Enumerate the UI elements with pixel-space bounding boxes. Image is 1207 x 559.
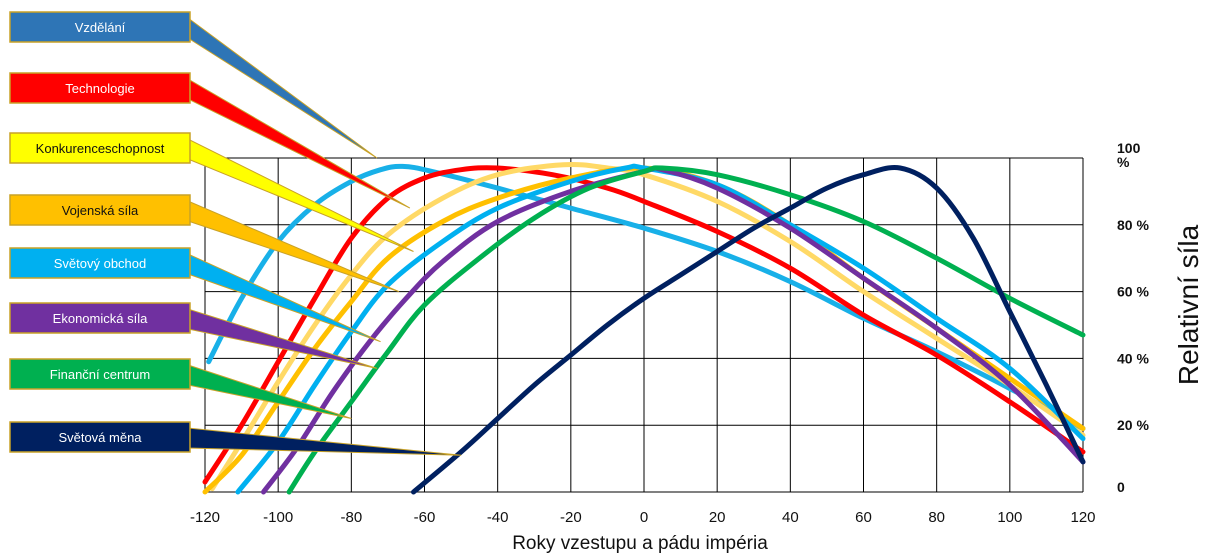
legend-label-1: Vzdělání xyxy=(75,20,126,35)
legend-callout-2 xyxy=(187,78,411,209)
legend-label-5: Světový obchod xyxy=(54,256,147,271)
series-line-2 xyxy=(202,165,1086,485)
x-tick-label: -120 xyxy=(190,509,220,526)
legend-box-3 xyxy=(9,132,191,164)
x-tick-label: -20 xyxy=(560,509,582,526)
legend-box-7 xyxy=(9,358,191,390)
legend-label-6: Ekonomická síla xyxy=(53,311,148,326)
y-axis-label: Relativní síla xyxy=(1173,224,1204,385)
legend-label-8: Světová měna xyxy=(58,430,142,445)
x-tick-label: 100 xyxy=(997,509,1022,526)
x-tick-label: -100 xyxy=(263,509,293,526)
x-axis-label: Roky vzestupu a pádu impéria xyxy=(512,533,768,554)
legend-box-2 xyxy=(9,72,191,104)
legend: Vzdělání Technologie Konkurenceschopnost Vo… xyxy=(9,11,191,453)
legend-callout-8 xyxy=(187,427,462,456)
series-line-3 xyxy=(209,161,1086,492)
y-tick-label: 0 xyxy=(1117,479,1125,495)
x-tick-label: -40 xyxy=(487,509,509,526)
y-tick-label: 40 % xyxy=(1117,350,1149,366)
legend-label-4: Vojenská síla xyxy=(62,203,139,218)
legend-label-7: Finanční centrum xyxy=(50,367,150,382)
legend-box-8 xyxy=(9,421,191,453)
x-tick-label: 80 xyxy=(928,509,945,526)
legend-box-4 xyxy=(9,194,191,226)
legend-label-3: Konkurenceschopnost xyxy=(36,141,165,156)
x-tick-label: -60 xyxy=(414,509,436,526)
legend-callout-3 xyxy=(187,138,414,252)
x-tick-label: 60 xyxy=(855,509,872,526)
series-line-8 xyxy=(411,165,1086,495)
legend-box-6 xyxy=(9,302,191,334)
y-tick-label: 100% xyxy=(1117,140,1141,170)
legend-box-1 xyxy=(9,11,191,43)
x-axis-ticks: -120 -100 -80 -60 -40 -20 0 20 40 60 80 100 120 xyxy=(190,509,1096,526)
x-tick-label: 40 xyxy=(782,509,799,526)
x-tick-label: -80 xyxy=(340,509,362,526)
grid-lines xyxy=(204,157,1084,493)
x-tick-label: 120 xyxy=(1070,509,1095,526)
y-tick-label: 60 % xyxy=(1117,284,1149,300)
legend-box-5 xyxy=(9,247,191,279)
y-tick-label: 20 % xyxy=(1117,417,1149,433)
x-tick-label: 0 xyxy=(640,509,648,526)
x-tick-label: 20 xyxy=(709,509,726,526)
y-axis-ticks: 0 20 % 40 % 60 % 80 % 100% xyxy=(1117,140,1149,495)
y-tick-label: 80 % xyxy=(1117,217,1149,233)
legend-callouts xyxy=(187,17,462,456)
series-line-7 xyxy=(286,165,1086,495)
legend-label-2: Technologie xyxy=(65,81,134,96)
